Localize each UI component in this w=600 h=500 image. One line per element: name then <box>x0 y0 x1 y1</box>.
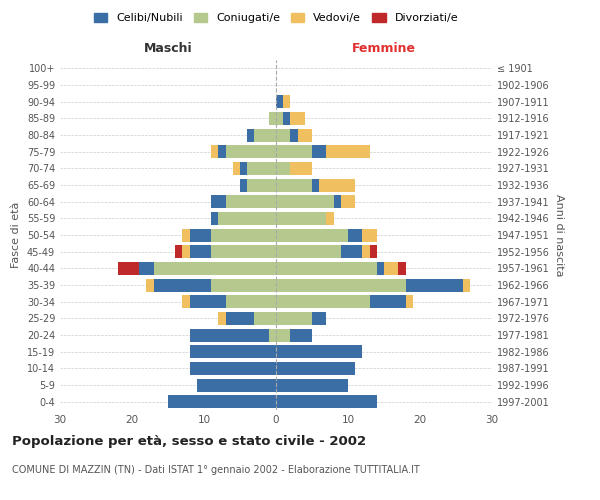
Bar <box>190 228 211 241</box>
Bar <box>326 212 334 225</box>
Bar <box>190 245 211 258</box>
Bar <box>233 162 240 175</box>
Bar <box>276 112 283 125</box>
Bar <box>276 128 290 141</box>
Bar <box>276 262 377 275</box>
Bar <box>182 245 190 258</box>
Bar <box>168 395 276 408</box>
Bar <box>154 278 211 291</box>
Bar <box>290 328 312 342</box>
Bar <box>377 262 384 275</box>
Bar <box>276 328 290 342</box>
Text: Popolazione per età, sesso e stato civile - 2002: Popolazione per età, sesso e stato civil… <box>12 435 366 448</box>
Bar <box>247 162 276 175</box>
Bar <box>463 278 470 291</box>
Bar <box>182 295 190 308</box>
Bar <box>276 162 290 175</box>
Bar <box>341 245 362 258</box>
Bar <box>276 295 370 308</box>
Bar <box>276 245 341 258</box>
Legend: Celibi/Nubili, Coniugati/e, Vedovi/e, Divorziati/e: Celibi/Nubili, Coniugati/e, Vedovi/e, Di… <box>89 8 463 28</box>
Bar <box>211 278 276 291</box>
Bar <box>384 262 398 275</box>
Bar <box>283 112 290 125</box>
Bar <box>247 178 276 192</box>
Bar <box>247 128 254 141</box>
Bar <box>175 245 182 258</box>
Bar <box>362 228 377 241</box>
Bar <box>276 362 355 375</box>
Bar <box>334 195 341 208</box>
Bar <box>341 195 355 208</box>
Bar <box>190 328 269 342</box>
Bar <box>197 378 276 392</box>
Bar <box>139 262 154 275</box>
Bar <box>290 112 305 125</box>
Text: Maschi: Maschi <box>143 42 193 55</box>
Bar <box>319 178 355 192</box>
Bar <box>211 245 276 258</box>
Bar <box>406 278 463 291</box>
Bar <box>190 345 276 358</box>
Bar <box>398 262 406 275</box>
Bar <box>269 328 276 342</box>
Bar <box>211 212 218 225</box>
Bar <box>226 295 276 308</box>
Bar <box>276 228 348 241</box>
Bar <box>218 212 276 225</box>
Bar <box>226 195 276 208</box>
Bar <box>276 178 312 192</box>
Bar <box>254 312 276 325</box>
Y-axis label: Fasce di età: Fasce di età <box>11 202 21 268</box>
Bar <box>362 245 370 258</box>
Bar <box>406 295 413 308</box>
Bar <box>312 312 326 325</box>
Bar <box>190 362 276 375</box>
Bar <box>276 145 312 158</box>
Text: Femmine: Femmine <box>352 42 416 55</box>
Bar <box>276 395 377 408</box>
Bar <box>276 378 348 392</box>
Bar <box>240 178 247 192</box>
Bar <box>254 128 276 141</box>
Bar <box>240 162 247 175</box>
Bar <box>370 295 406 308</box>
Bar <box>290 162 312 175</box>
Bar <box>226 312 254 325</box>
Bar <box>276 278 406 291</box>
Text: COMUNE DI MAZZIN (TN) - Dati ISTAT 1° gennaio 2002 - Elaborazione TUTTITALIA.IT: COMUNE DI MAZZIN (TN) - Dati ISTAT 1° ge… <box>12 465 420 475</box>
Bar <box>182 228 190 241</box>
Bar <box>276 345 362 358</box>
Bar <box>211 228 276 241</box>
Y-axis label: Anni di nascita: Anni di nascita <box>554 194 563 276</box>
Bar <box>312 178 319 192</box>
Bar <box>211 145 218 158</box>
Bar <box>276 212 326 225</box>
Bar <box>298 128 312 141</box>
Bar <box>218 145 226 158</box>
Bar <box>276 312 312 325</box>
Bar <box>226 145 276 158</box>
Bar <box>276 195 334 208</box>
Bar <box>190 295 226 308</box>
Bar <box>218 312 226 325</box>
Bar <box>211 195 226 208</box>
Bar <box>348 228 362 241</box>
Bar <box>146 278 154 291</box>
Bar <box>283 95 290 108</box>
Bar <box>154 262 276 275</box>
Bar <box>276 95 283 108</box>
Bar <box>312 145 326 158</box>
Bar <box>290 128 298 141</box>
Bar <box>118 262 139 275</box>
Bar <box>326 145 370 158</box>
Bar <box>269 112 276 125</box>
Bar <box>370 245 377 258</box>
